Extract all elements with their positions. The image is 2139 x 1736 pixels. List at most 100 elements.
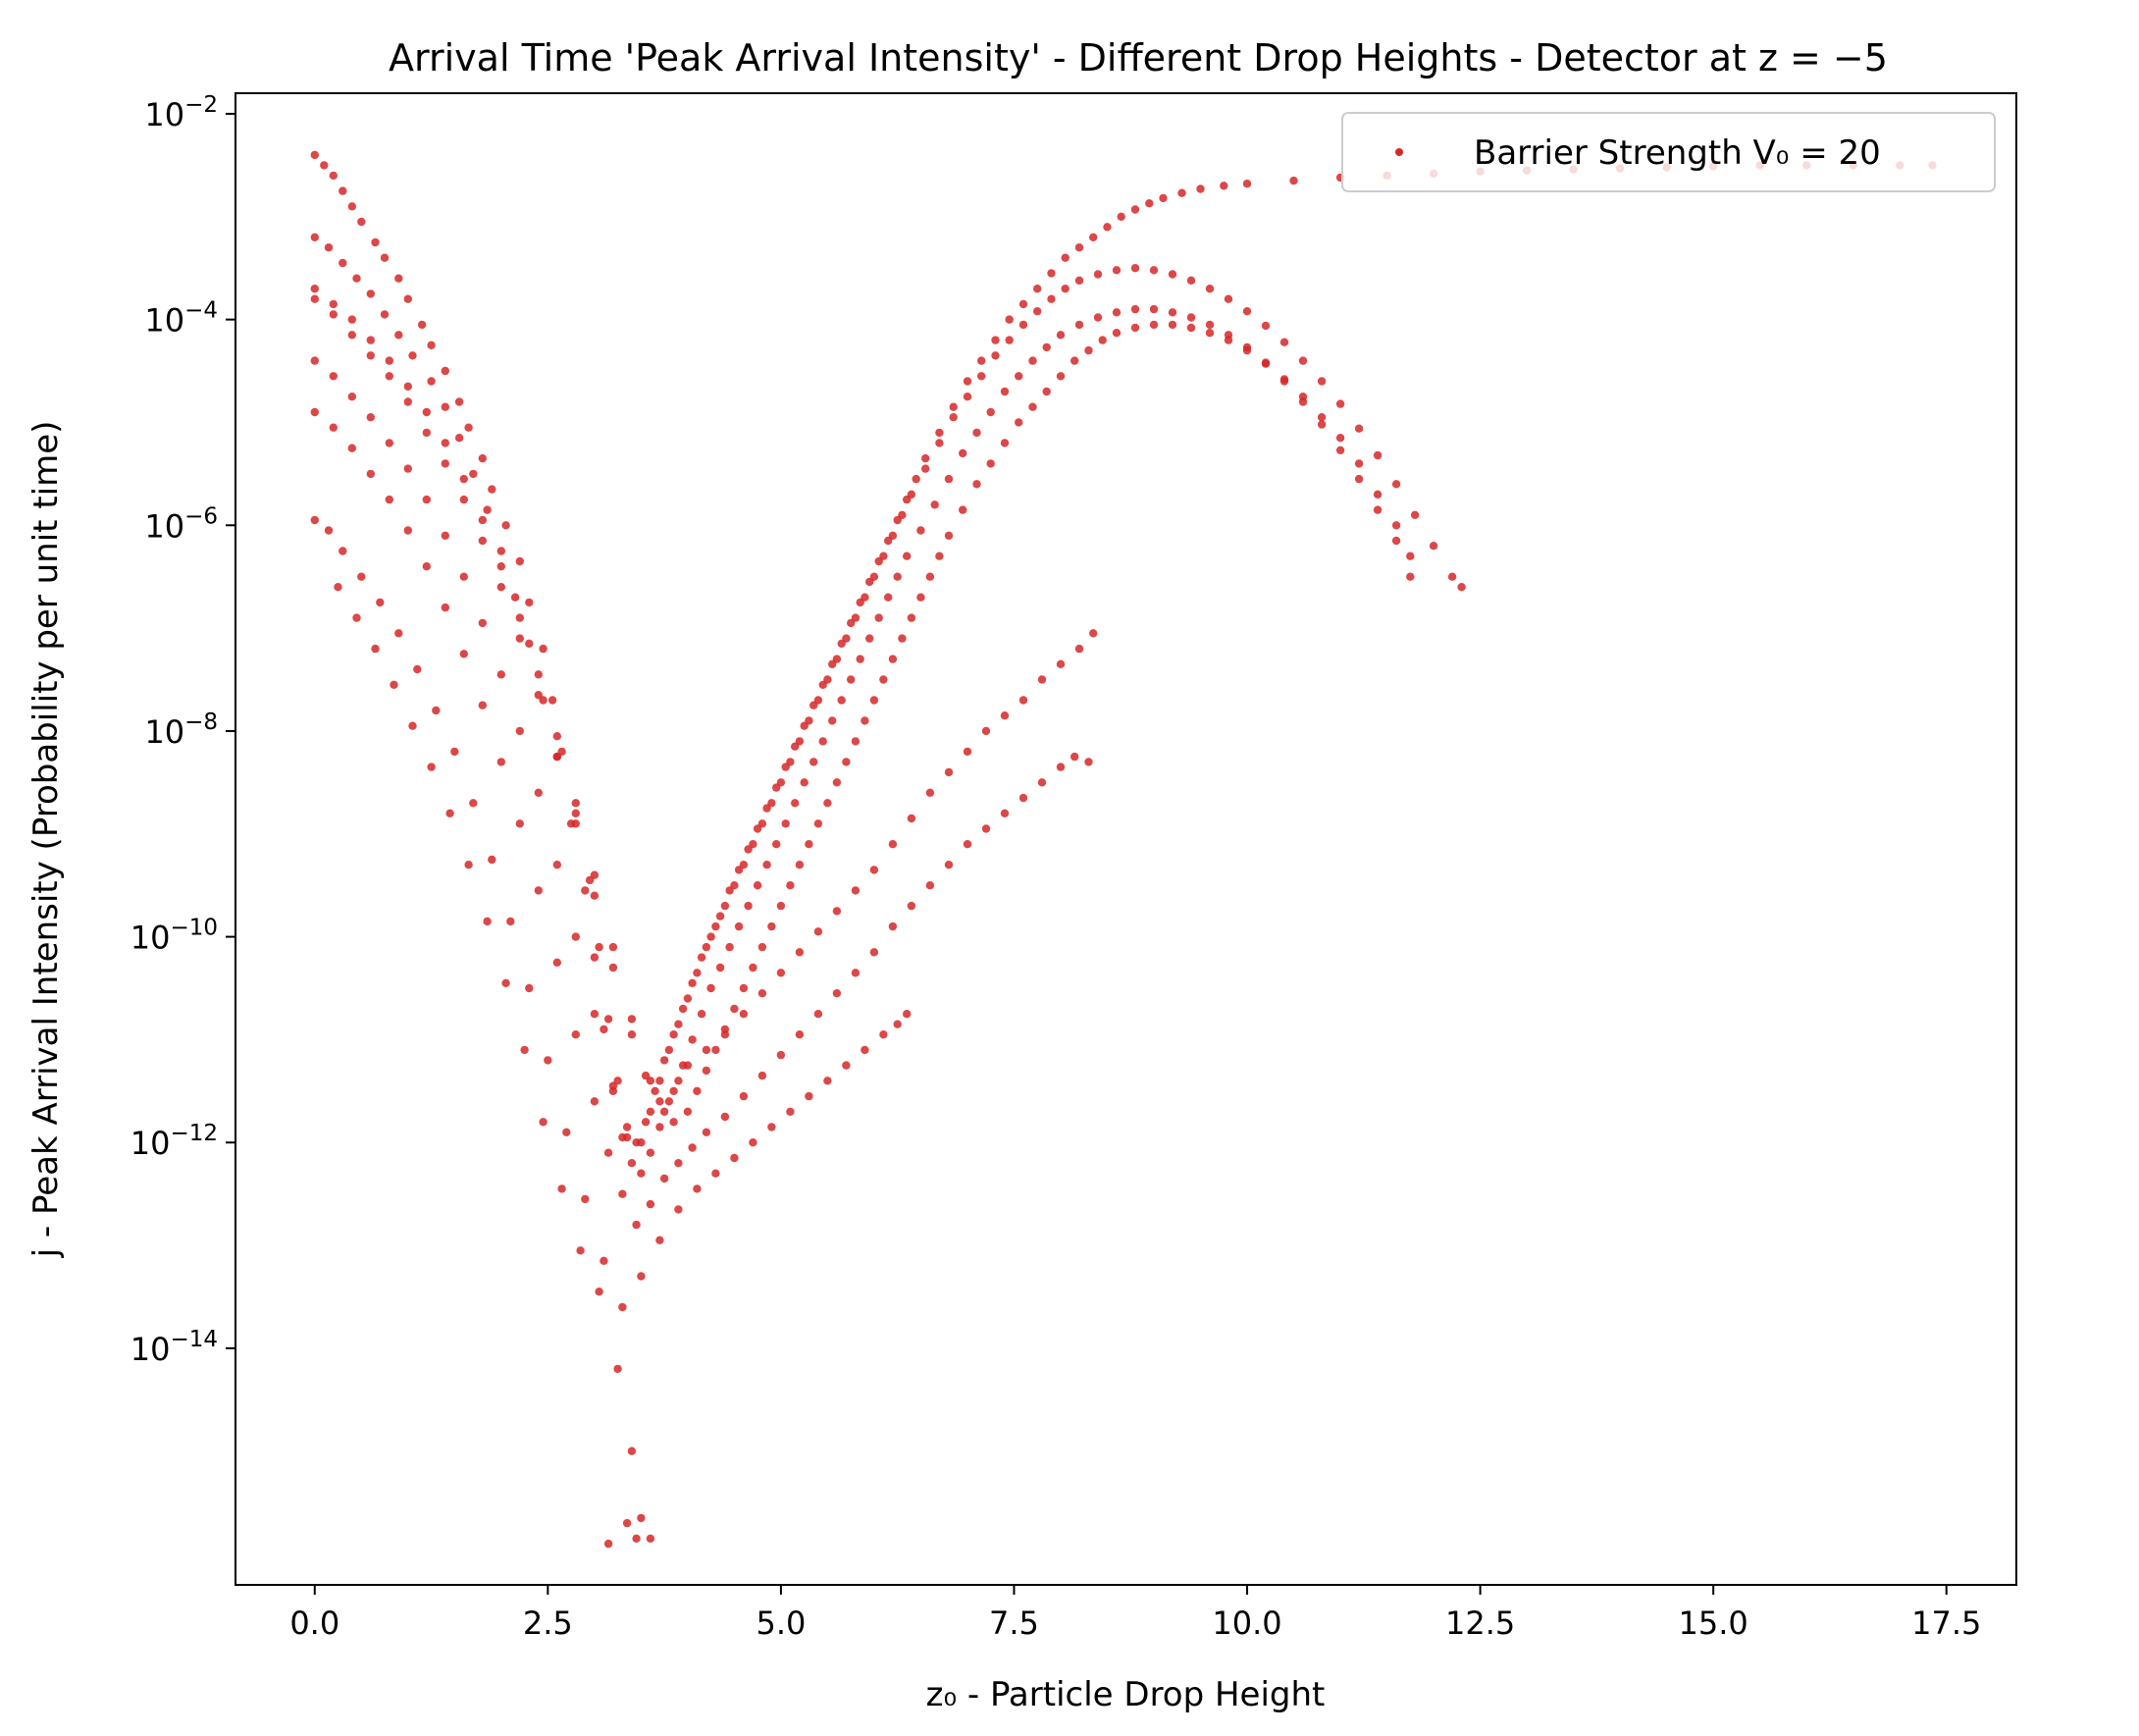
data-point xyxy=(749,1138,757,1147)
y-tick-label: 10−4 xyxy=(144,298,218,340)
data-point xyxy=(981,824,991,833)
data-point xyxy=(776,778,786,787)
data-point xyxy=(916,526,925,535)
data-point xyxy=(1391,480,1401,489)
data-point xyxy=(832,655,842,663)
data-point xyxy=(637,1513,646,1523)
x-tick-label: 0.0 xyxy=(289,1604,339,1642)
data-point xyxy=(595,942,603,952)
data-point xyxy=(445,809,454,817)
data-point xyxy=(520,1045,529,1055)
data-point xyxy=(581,886,590,895)
data-point xyxy=(339,547,347,555)
data-point xyxy=(394,629,403,638)
data-point xyxy=(622,1123,632,1131)
data-point xyxy=(501,978,510,987)
data-point xyxy=(935,428,944,438)
data-point xyxy=(637,1169,646,1178)
data-point xyxy=(1084,758,1093,766)
data-point xyxy=(725,942,734,952)
data-point xyxy=(688,978,697,987)
data-point xyxy=(1279,338,1289,346)
data-point xyxy=(1168,270,1177,279)
data-point xyxy=(1037,778,1047,787)
data-point xyxy=(963,377,972,386)
x-tick-label: 5.0 xyxy=(756,1604,806,1642)
data-point xyxy=(347,444,356,452)
data-point xyxy=(627,1030,637,1039)
data-point xyxy=(1033,307,1042,316)
data-point xyxy=(422,428,431,438)
data-point xyxy=(371,237,380,247)
data-point xyxy=(655,1236,664,1245)
data-point xyxy=(552,861,561,869)
data-point xyxy=(590,1010,600,1019)
data-point xyxy=(478,536,487,546)
data-point xyxy=(678,1004,688,1014)
data-point xyxy=(1093,313,1103,322)
data-point xyxy=(903,1010,912,1019)
data-point xyxy=(688,1035,697,1044)
data-point xyxy=(427,763,436,771)
data-point xyxy=(310,285,319,293)
data-point xyxy=(525,639,534,648)
data-point xyxy=(1117,212,1125,221)
data-point xyxy=(879,552,888,560)
data-point xyxy=(907,901,916,911)
data-point xyxy=(488,485,496,494)
data-point xyxy=(683,1061,693,1070)
data-point xyxy=(603,1015,613,1024)
data-point xyxy=(925,881,935,890)
data-point xyxy=(757,1071,767,1080)
data-point xyxy=(659,1107,669,1117)
data-point xyxy=(739,861,749,869)
data-point xyxy=(459,474,468,484)
data-point xyxy=(478,618,487,628)
data-point xyxy=(1242,180,1252,188)
data-point xyxy=(869,572,879,581)
data-point xyxy=(869,866,879,874)
data-point xyxy=(664,1097,674,1106)
data-point xyxy=(879,1030,888,1039)
data-point xyxy=(385,356,393,365)
data-point xyxy=(552,958,561,967)
data-point xyxy=(1112,329,1122,338)
data-point xyxy=(1242,345,1252,355)
data-point xyxy=(548,696,557,705)
data-point xyxy=(813,696,823,705)
data-point xyxy=(683,1107,693,1117)
data-point xyxy=(618,1189,627,1198)
data-point xyxy=(739,1091,749,1101)
legend-box xyxy=(1341,112,1996,192)
data-point xyxy=(618,1302,627,1312)
data-point xyxy=(823,675,832,684)
data-point xyxy=(715,912,725,921)
data-point xyxy=(1089,629,1098,638)
data-point xyxy=(907,814,916,823)
data-point xyxy=(376,598,385,607)
data-point xyxy=(977,372,986,381)
data-point xyxy=(1047,294,1056,303)
data-point xyxy=(390,680,398,689)
data-point xyxy=(669,1086,678,1096)
data-point xyxy=(1159,193,1168,203)
data-point xyxy=(715,963,725,973)
data-point xyxy=(912,474,920,484)
data-point xyxy=(478,515,487,525)
data-point xyxy=(366,336,375,344)
data-point xyxy=(1335,446,1345,454)
data-point xyxy=(935,552,944,560)
data-point xyxy=(1317,413,1327,422)
data-point xyxy=(697,1010,706,1019)
x-tick-label: 15.0 xyxy=(1679,1604,1748,1642)
data-point xyxy=(903,552,912,560)
data-point xyxy=(603,1148,613,1157)
data-point xyxy=(525,598,534,607)
data-point xyxy=(552,752,561,762)
data-point xyxy=(385,495,393,504)
data-point xyxy=(688,1143,697,1152)
data-point xyxy=(496,670,505,679)
data-point xyxy=(986,407,995,417)
data-point xyxy=(730,1004,739,1014)
data-point xyxy=(310,233,319,241)
